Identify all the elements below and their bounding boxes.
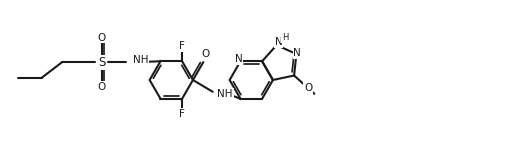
- Text: O: O: [97, 33, 106, 43]
- Text: N: N: [274, 37, 282, 47]
- Text: F: F: [179, 109, 185, 119]
- Text: NH: NH: [218, 89, 233, 99]
- Text: H: H: [282, 33, 288, 42]
- Text: NH: NH: [133, 55, 148, 65]
- Text: N: N: [293, 48, 301, 58]
- Text: O: O: [201, 49, 209, 59]
- Text: F: F: [179, 41, 185, 51]
- Text: S: S: [98, 56, 105, 69]
- Text: N: N: [234, 54, 243, 64]
- Text: O: O: [304, 83, 312, 93]
- Text: O: O: [97, 82, 106, 92]
